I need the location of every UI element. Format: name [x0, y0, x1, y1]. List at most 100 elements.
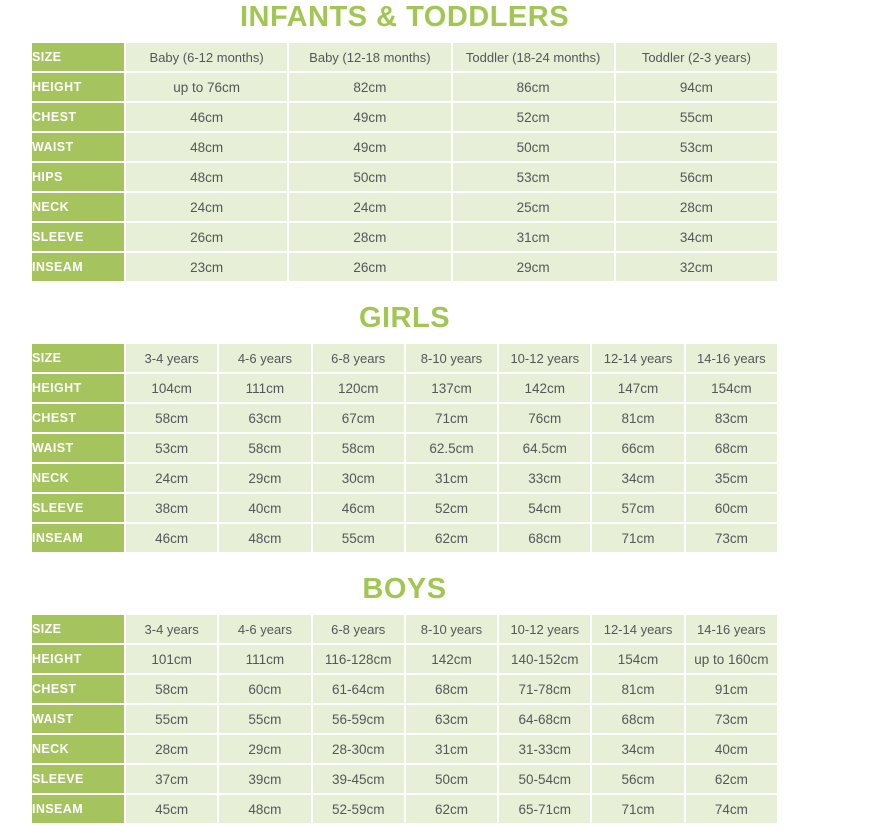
measurement-cell: 116-128cm	[312, 645, 404, 673]
size-column-header: 4-6 years	[219, 615, 311, 643]
size-column-header: Toddler (18-24 months)	[452, 43, 614, 71]
boys-title: BOYS	[362, 573, 447, 605]
measurement-cell: 30cm	[312, 464, 404, 492]
size-column-header: 8-10 years	[405, 615, 498, 643]
size-column-header: 3-4 years	[126, 344, 218, 372]
measurement-row: SLEEVE 26cm 28cm 31cm 34cm	[32, 223, 777, 251]
measurement-cell: 29cm	[452, 253, 614, 281]
measurement-cell: 57cm	[592, 494, 684, 522]
row-label-cell: WAIST	[32, 133, 124, 161]
measurement-row: SLEEVE 37cm 39cm 39-45cm 50cm 50-54cm 56cm 62cm	[32, 765, 777, 793]
measurement-cell: 50cm	[289, 163, 451, 191]
measurement-cell: 49cm	[289, 103, 451, 131]
measurement-cell: 81cm	[592, 404, 684, 432]
measurement-cell: 58cm	[126, 675, 218, 703]
size-column-header: 6-8 years	[312, 344, 404, 372]
size-header-row: SIZE 3-4 years 4-6 years 6-8 years 8-10 year…	[32, 615, 777, 643]
row-label-cell: INSEAM	[32, 253, 124, 281]
measurement-row: WAIST 55cm 55cm 56-59cm 63cm 64-68cm 68cm 73cm	[32, 705, 777, 733]
measurement-cell: 35cm	[685, 464, 777, 492]
measurement-cell: 55cm	[126, 705, 218, 733]
measurement-cell: 53cm	[126, 434, 218, 462]
infants-toddlers-size-table: SIZE Baby (6-12 months) Baby (12-18 months…	[30, 41, 779, 283]
measurement-cell: 101cm	[126, 645, 218, 673]
measurement-cell: 46cm	[126, 103, 288, 131]
row-label-cell: WAIST	[32, 705, 124, 733]
measurement-cell: 63cm	[219, 404, 311, 432]
measurement-cell: 28cm	[126, 735, 218, 763]
row-label-cell: SIZE	[32, 615, 124, 643]
measurement-cell: 154cm	[685, 374, 777, 402]
measurement-cell: 52cm	[405, 494, 498, 522]
measurement-cell: 142cm	[499, 374, 591, 402]
measurement-cell: 73cm	[685, 705, 777, 733]
measurement-cell: 140-152cm	[499, 645, 591, 673]
measurement-cell: 68cm	[685, 434, 777, 462]
measurement-row: HEIGHT up to 76cm 82cm 86cm 94cm	[32, 73, 777, 101]
measurement-cell: 49cm	[289, 133, 451, 161]
measurement-cell: 111cm	[219, 645, 311, 673]
row-label-cell: HEIGHT	[32, 73, 124, 101]
measurement-cell: 66cm	[592, 434, 684, 462]
size-column-header: 14-16 years	[685, 344, 777, 372]
measurement-cell: 71-78cm	[499, 675, 591, 703]
measurement-cell: 120cm	[312, 374, 404, 402]
measurement-cell: 64.5cm	[499, 434, 591, 462]
measurement-cell: 40cm	[219, 494, 311, 522]
measurement-cell: 68cm	[405, 675, 498, 703]
size-column-header: 8-10 years	[405, 344, 498, 372]
measurement-cell: 45cm	[126, 795, 218, 823]
measurement-row: NECK 24cm 29cm 30cm 31cm 33cm 34cm 35cm	[32, 464, 777, 492]
measurement-row: INSEAM 23cm 26cm 29cm 32cm	[32, 253, 777, 281]
measurement-cell: 111cm	[219, 374, 311, 402]
measurement-cell: 55cm	[615, 103, 777, 131]
measurement-cell: 62cm	[405, 524, 498, 552]
measurement-cell: 25cm	[452, 193, 614, 221]
size-column-header: 12-14 years	[592, 344, 684, 372]
measurement-cell: 74cm	[685, 795, 777, 823]
measurement-cell: 48cm	[126, 133, 288, 161]
measurement-cell: 137cm	[405, 374, 498, 402]
measurement-cell: 52cm	[452, 103, 614, 131]
measurement-cell: 81cm	[592, 675, 684, 703]
measurement-cell: 60cm	[685, 494, 777, 522]
row-label-cell: HEIGHT	[32, 645, 124, 673]
measurement-cell: 24cm	[126, 464, 218, 492]
measurement-cell: up to 76cm	[126, 73, 288, 101]
measurement-cell: 34cm	[615, 223, 777, 251]
measurement-cell: 142cm	[405, 645, 498, 673]
measurement-row: CHEST 58cm 60cm 61-64cm 68cm 71-78cm 81cm 91cm	[32, 675, 777, 703]
measurement-row: WAIST 53cm 58cm 58cm 62.5cm 64.5cm 66cm 68cm	[32, 434, 777, 462]
measurement-cell: 31cm	[405, 735, 498, 763]
size-column-header: 12-14 years	[592, 615, 684, 643]
row-label-cell: HEIGHT	[32, 374, 124, 402]
row-label-cell: WAIST	[32, 434, 124, 462]
row-label-cell: NECK	[32, 193, 124, 221]
measurement-row: WAIST 48cm 49cm 50cm 53cm	[32, 133, 777, 161]
measurement-cell: 83cm	[685, 404, 777, 432]
measurement-row: NECK 24cm 24cm 25cm 28cm	[32, 193, 777, 221]
row-label-cell: NECK	[32, 464, 124, 492]
size-column-header: Baby (6-12 months)	[126, 43, 288, 71]
measurement-cell: 40cm	[685, 735, 777, 763]
measurement-cell: 28-30cm	[312, 735, 404, 763]
size-column-header: 6-8 years	[312, 615, 404, 643]
measurement-cell: 50-54cm	[499, 765, 591, 793]
measurement-cell: 71cm	[592, 795, 684, 823]
measurement-cell: 62.5cm	[405, 434, 498, 462]
row-label-cell: SLEEVE	[32, 223, 124, 251]
size-column-header: 3-4 years	[126, 615, 218, 643]
row-label-cell: SLEEVE	[32, 494, 124, 522]
measurement-cell: 34cm	[592, 735, 684, 763]
measurement-cell: 33cm	[499, 464, 591, 492]
infants-toddlers-section: INFANTS & TODDLERS SIZE Baby (6-12 months…	[30, 2, 872, 283]
measurement-cell: 26cm	[126, 223, 288, 251]
measurement-row: SLEEVE 38cm 40cm 46cm 52cm 54cm 57cm 60cm	[32, 494, 777, 522]
measurement-cell: 29cm	[219, 735, 311, 763]
measurement-cell: 55cm	[312, 524, 404, 552]
measurement-cell: 60cm	[219, 675, 311, 703]
measurement-cell: 48cm	[126, 163, 288, 191]
measurement-cell: 31cm	[405, 464, 498, 492]
row-label-cell: INSEAM	[32, 524, 124, 552]
measurement-cell: 23cm	[126, 253, 288, 281]
